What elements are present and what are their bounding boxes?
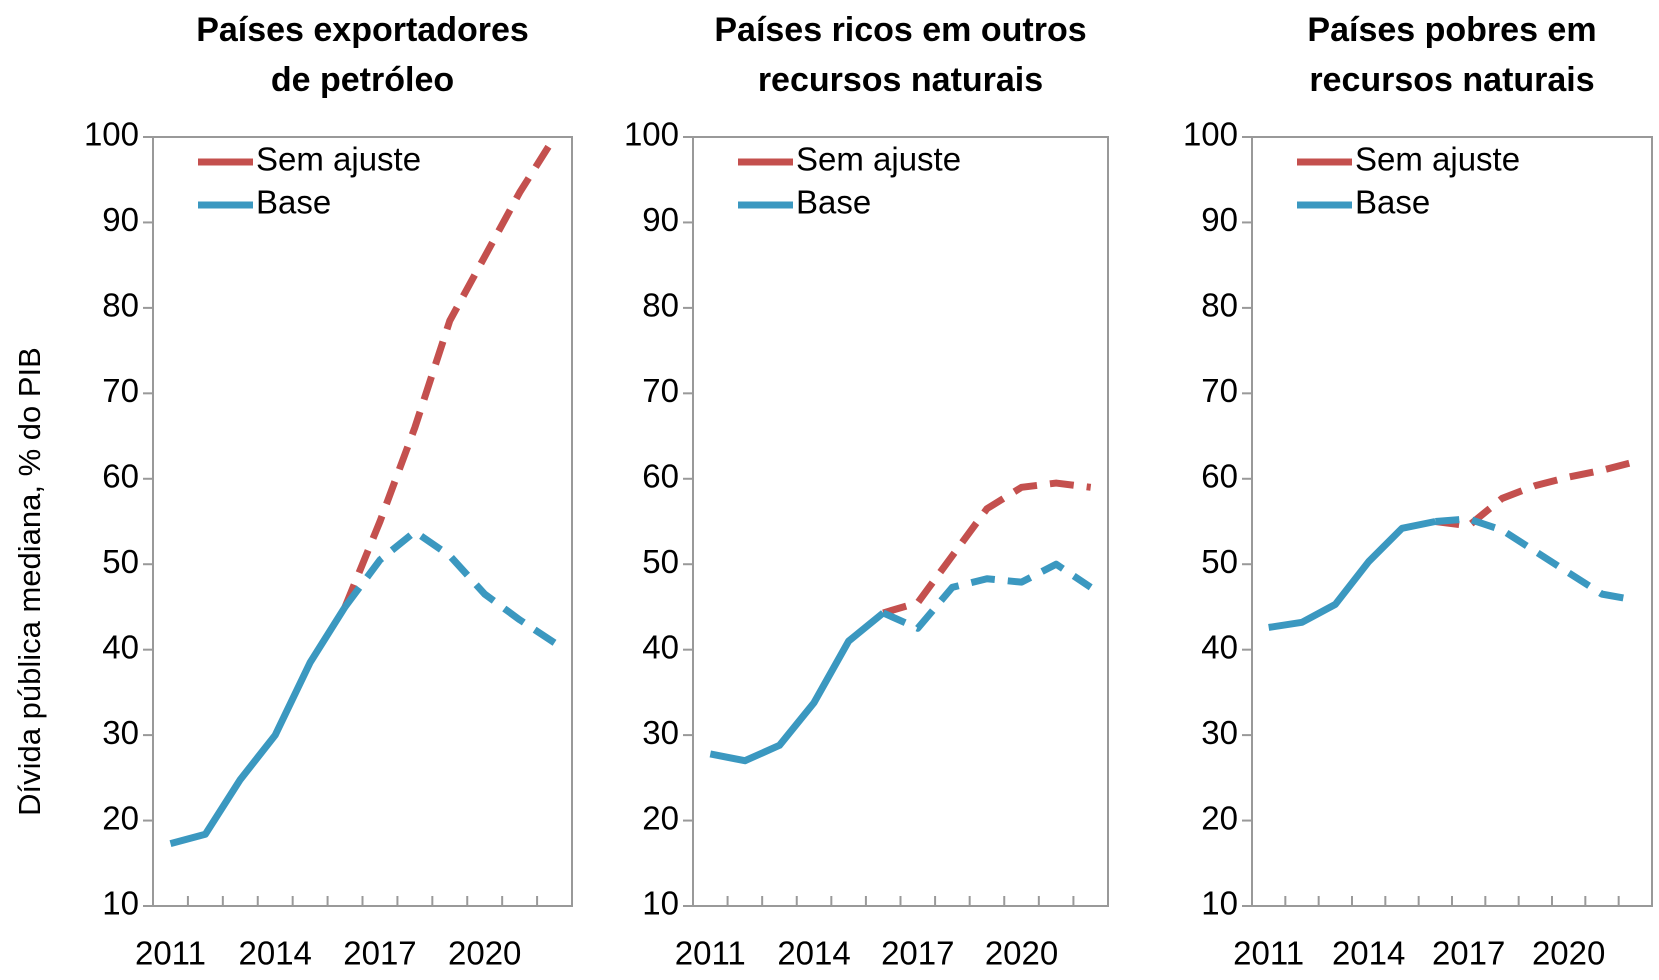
y-tick-label: 80 bbox=[102, 287, 139, 324]
chart-title: recursos naturais bbox=[758, 61, 1043, 99]
y-tick-label: 10 bbox=[102, 885, 139, 922]
legend-label: Sem ajuste bbox=[796, 141, 961, 178]
chart-title: recursos naturais bbox=[1309, 61, 1594, 99]
y-tick-label: 90 bbox=[642, 201, 679, 238]
legend-label: Base bbox=[256, 184, 331, 221]
y-tick-label: 30 bbox=[1201, 714, 1238, 751]
chart-title: de petróleo bbox=[271, 61, 454, 99]
series-line bbox=[341, 135, 558, 609]
y-tick-label: 70 bbox=[1201, 372, 1238, 409]
x-tick-label: 2017 bbox=[881, 935, 954, 972]
y-tick-label: 60 bbox=[1201, 457, 1238, 494]
chart-title: Países exportadores bbox=[196, 11, 529, 49]
legend-label: Base bbox=[1355, 184, 1430, 221]
y-tick-label: 50 bbox=[642, 543, 679, 580]
y-tick-label: 30 bbox=[642, 714, 679, 751]
y-tick-label: 60 bbox=[102, 457, 139, 494]
plot-frame bbox=[152, 136, 573, 907]
y-tick-label: 40 bbox=[642, 628, 679, 665]
y-tick-label: 20 bbox=[642, 799, 679, 836]
series-line bbox=[342, 528, 557, 646]
x-tick-label: 2011 bbox=[135, 935, 206, 972]
x-tick-label: 2014 bbox=[238, 935, 311, 972]
y-axis-label: Dívida pública mediana, % do PIB bbox=[12, 347, 47, 816]
series-line bbox=[169, 605, 349, 848]
y-tick-label: 40 bbox=[102, 628, 139, 665]
y-tick-label: 80 bbox=[642, 287, 679, 324]
y-tick-label: 10 bbox=[1201, 885, 1238, 922]
x-tick-label: 2017 bbox=[343, 935, 416, 972]
x-tick-label: 2014 bbox=[777, 935, 850, 972]
y-tick-label: 100 bbox=[624, 116, 679, 153]
plot-frame bbox=[692, 136, 1109, 907]
chart-title: Países pobres em bbox=[1307, 11, 1596, 49]
legend-label: Sem ajuste bbox=[1355, 141, 1520, 178]
y-tick-label: 20 bbox=[1201, 799, 1238, 836]
series-line bbox=[1434, 458, 1637, 530]
y-tick-label: 30 bbox=[102, 714, 139, 751]
y-tick-label: 50 bbox=[1201, 543, 1238, 580]
legend-label: Sem ajuste bbox=[256, 141, 421, 178]
legend-label: Base bbox=[796, 184, 871, 221]
x-tick-label: 2020 bbox=[1532, 935, 1605, 972]
x-tick-label: 2020 bbox=[985, 935, 1058, 972]
series-line bbox=[881, 560, 1093, 632]
y-tick-label: 70 bbox=[102, 372, 139, 409]
x-tick-label: 2020 bbox=[448, 935, 521, 972]
series-line bbox=[1268, 518, 1437, 631]
y-tick-label: 80 bbox=[1201, 287, 1238, 324]
chart-title: Países ricos em outros bbox=[714, 11, 1086, 49]
y-tick-label: 60 bbox=[642, 457, 679, 494]
y-tick-label: 40 bbox=[1201, 628, 1238, 665]
series-line bbox=[709, 610, 886, 765]
y-tick-label: 90 bbox=[1201, 201, 1238, 238]
x-tick-label: 2017 bbox=[1432, 935, 1505, 972]
y-tick-label: 50 bbox=[102, 543, 139, 580]
y-tick-label: 20 bbox=[102, 799, 139, 836]
x-tick-label: 2011 bbox=[1233, 935, 1304, 972]
y-tick-label: 100 bbox=[84, 116, 139, 153]
y-tick-label: 90 bbox=[102, 201, 139, 238]
y-tick-label: 10 bbox=[642, 885, 679, 922]
series-line bbox=[1435, 515, 1636, 604]
x-tick-label: 2014 bbox=[1332, 935, 1405, 972]
y-tick-label: 100 bbox=[1183, 116, 1238, 153]
series-line bbox=[882, 479, 1092, 617]
x-tick-label: 2011 bbox=[675, 935, 746, 972]
y-tick-label: 70 bbox=[642, 372, 679, 409]
